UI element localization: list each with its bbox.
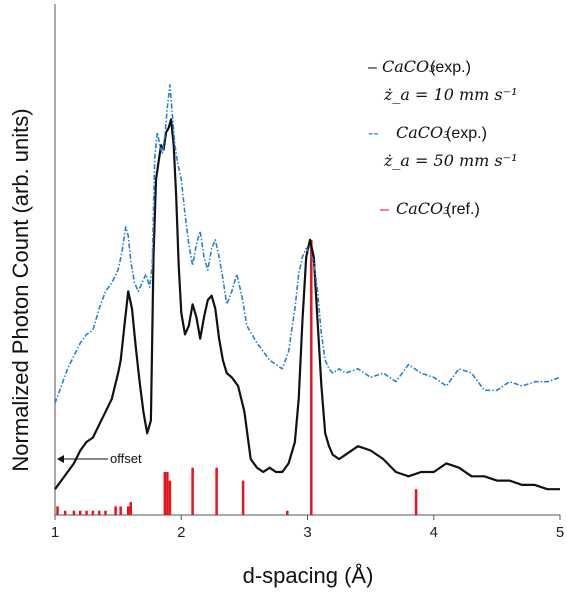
legend-text: (ref.) [446, 201, 480, 218]
reference-bars [56, 239, 418, 515]
legend-dash: -- [368, 125, 379, 142]
offset-annotation: offset [110, 451, 142, 466]
legend-rate: ż_a = 10 mm s⁻¹ [383, 85, 518, 104]
legend-text: (exp.) [446, 125, 487, 142]
legend-entry-exp50: -- CaCO₃ (exp.) ż_a = 50 mm s⁻¹ [368, 123, 518, 170]
x-tick-label: 2 [177, 524, 185, 541]
legend-formula: CaCO₃ [382, 57, 436, 76]
x-tick-label: 3 [303, 524, 311, 541]
x-ticks: 1 2 3 4 5 [51, 515, 564, 541]
legend-dash: – [368, 59, 377, 76]
offset-arrowhead [57, 455, 64, 463]
legend-entry-ref: – CaCO₃ (ref.) [380, 199, 480, 218]
legend: – CaCO₃ (exp.) ż_a = 10 mm s⁻¹ -- CaCO₃ … [368, 57, 518, 218]
legend-entry-exp10: – CaCO₃ (exp.) ż_a = 10 mm s⁻¹ [368, 57, 518, 104]
x-tick-label: 5 [556, 524, 564, 541]
legend-formula: CaCO₃ [396, 199, 450, 218]
x-axis-label: d-spacing (Å) [243, 563, 374, 588]
legend-text: (exp.) [430, 59, 471, 76]
legend-dash: – [380, 201, 389, 218]
x-tick-label: 4 [430, 524, 438, 541]
series-line-exp10 [54, 118, 560, 491]
legend-rate: ż_a = 50 mm s⁻¹ [383, 151, 518, 170]
y-axis-label: Normalized Photon Count (arb. units) [8, 108, 33, 471]
legend-formula: CaCO₃ [396, 123, 450, 142]
x-tick-label: 1 [51, 524, 59, 541]
series-line-exp50 [54, 84, 561, 404]
series-lines [54, 84, 561, 491]
